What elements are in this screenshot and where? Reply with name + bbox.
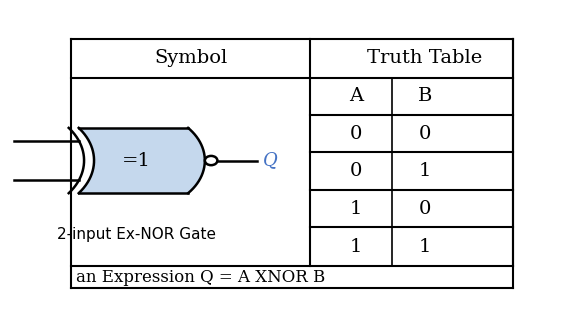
Text: 0: 0 xyxy=(418,200,431,217)
Text: 2-input Ex-NOR Gate: 2-input Ex-NOR Gate xyxy=(58,227,216,242)
Text: an Expression Q = A XNOR B: an Expression Q = A XNOR B xyxy=(76,269,325,286)
Text: Symbol: Symbol xyxy=(154,49,227,67)
Polygon shape xyxy=(79,128,205,193)
Circle shape xyxy=(205,156,217,165)
Text: 0: 0 xyxy=(350,162,363,180)
Text: 1: 1 xyxy=(350,237,363,256)
Text: Q: Q xyxy=(263,152,278,169)
Text: =1: =1 xyxy=(123,152,151,169)
Text: A: A xyxy=(349,87,363,105)
Text: 1: 1 xyxy=(350,200,363,217)
Text: 0: 0 xyxy=(350,125,363,143)
Text: 1: 1 xyxy=(418,162,431,180)
Text: 0: 0 xyxy=(418,125,431,143)
Text: 1: 1 xyxy=(418,237,431,256)
Text: B: B xyxy=(417,87,432,105)
Text: Truth Table: Truth Table xyxy=(367,49,482,67)
